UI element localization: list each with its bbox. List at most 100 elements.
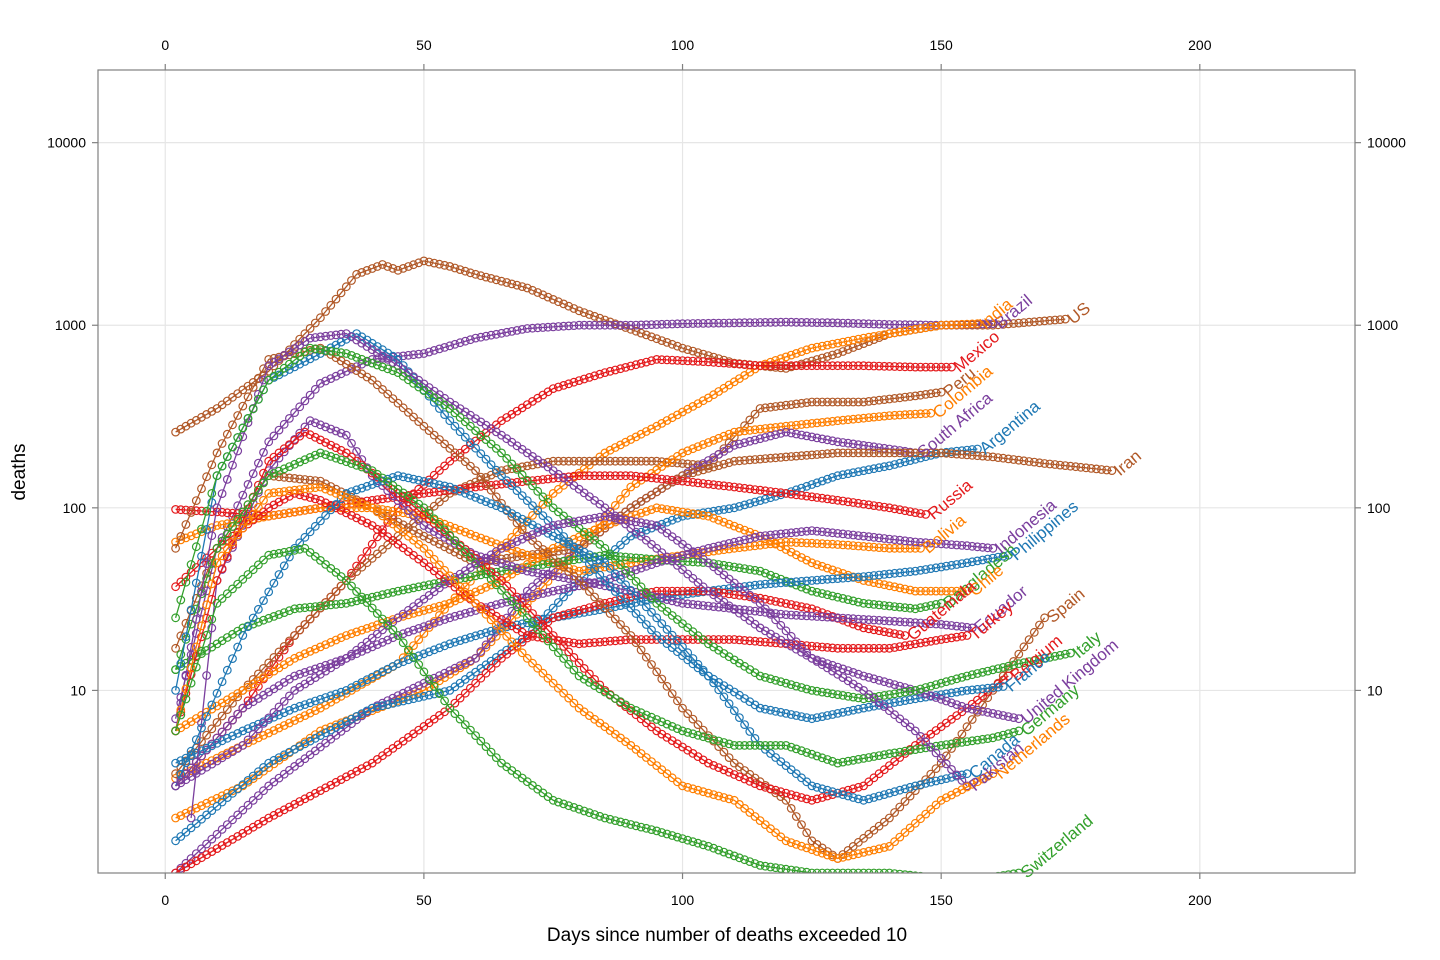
data-point <box>331 635 341 645</box>
data-point <box>414 624 424 633</box>
data-point <box>864 465 874 475</box>
data-point <box>486 555 496 565</box>
data-point <box>471 477 481 487</box>
data-point <box>290 474 300 483</box>
data-point <box>316 313 325 323</box>
data-point <box>1060 314 1070 324</box>
data-point <box>445 262 455 271</box>
data-point <box>905 325 915 335</box>
data-point <box>786 317 796 327</box>
data-point <box>517 565 527 574</box>
data-point <box>750 606 760 616</box>
data-point <box>290 408 300 418</box>
data-point <box>848 596 858 606</box>
data-point <box>874 361 884 371</box>
data-point <box>533 590 543 600</box>
data-point <box>802 603 812 613</box>
data-point <box>295 402 305 412</box>
data-point <box>507 532 517 542</box>
data-point <box>621 488 630 498</box>
data-point <box>854 614 863 624</box>
data-point <box>952 632 962 642</box>
data-point <box>435 497 444 507</box>
data-point <box>879 601 889 610</box>
data-point <box>673 356 682 365</box>
data-point <box>766 493 775 503</box>
data-point <box>440 493 450 503</box>
data-point <box>854 541 863 551</box>
data-point <box>926 619 936 629</box>
data-point <box>336 288 346 298</box>
data-point <box>673 506 682 516</box>
data-point <box>181 769 191 779</box>
data-point <box>714 515 724 525</box>
data-point <box>636 359 646 368</box>
data-point <box>776 453 786 462</box>
data-point <box>285 802 294 812</box>
data-point <box>859 542 868 551</box>
data-point <box>548 543 558 553</box>
data-point <box>848 619 858 629</box>
data-point <box>326 725 336 735</box>
data-point <box>952 540 962 550</box>
data-point <box>957 319 967 329</box>
data-point <box>429 346 439 355</box>
data-point <box>253 767 263 777</box>
data-point <box>590 525 599 535</box>
data-point <box>662 595 672 604</box>
data-point <box>574 306 584 316</box>
data-point <box>605 471 615 481</box>
data-point <box>404 695 413 705</box>
data-point <box>378 590 387 600</box>
data-point <box>885 616 894 626</box>
data-point <box>905 320 915 330</box>
data-point <box>740 318 749 328</box>
data-point <box>636 563 646 573</box>
data-point <box>828 591 837 601</box>
data-point <box>812 355 822 364</box>
data-point <box>522 550 532 560</box>
data-point <box>450 663 460 673</box>
data-point <box>797 318 806 327</box>
data-point <box>341 686 351 695</box>
data-point <box>481 479 491 489</box>
data-point <box>279 419 289 429</box>
data-point <box>310 706 320 715</box>
data-point <box>874 443 884 453</box>
data-point <box>797 820 806 829</box>
data-point <box>569 565 579 574</box>
data-point <box>864 397 874 406</box>
data-point <box>797 527 806 537</box>
data-point <box>243 724 253 733</box>
data-point <box>548 322 558 332</box>
data-point <box>414 489 424 499</box>
data-point <box>305 791 315 801</box>
data-point <box>383 262 393 271</box>
data-point <box>936 598 946 608</box>
data-point <box>673 319 682 329</box>
data-point <box>305 416 315 426</box>
data-point <box>429 501 439 511</box>
data-point <box>445 545 455 554</box>
data-point <box>631 360 641 370</box>
data-point <box>885 411 894 421</box>
data-point <box>1019 456 1029 466</box>
data-point <box>502 278 512 287</box>
data-point <box>812 361 822 371</box>
data-point <box>931 586 941 596</box>
data-point <box>693 586 703 596</box>
data-point <box>450 698 460 708</box>
data-point <box>352 561 362 571</box>
data-point <box>631 638 641 648</box>
data-point <box>310 644 320 654</box>
data-point <box>564 321 574 331</box>
data-point <box>388 587 398 597</box>
data-point <box>460 609 470 618</box>
data-point <box>828 361 837 371</box>
data-point <box>491 329 501 339</box>
data-point <box>455 484 465 494</box>
data-point <box>740 421 749 431</box>
data-point <box>543 474 553 484</box>
data-point <box>652 592 662 602</box>
data-point <box>450 596 460 606</box>
